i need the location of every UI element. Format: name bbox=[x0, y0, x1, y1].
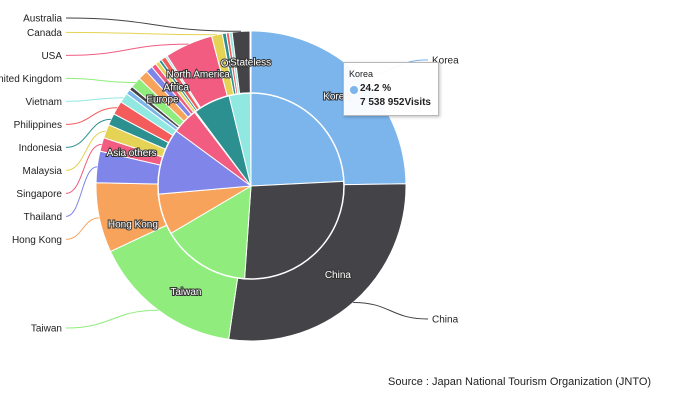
outer-label-usa: USA bbox=[41, 51, 62, 62]
tooltip-percent: 24.2 % bbox=[360, 83, 392, 94]
outer-label-vietnam: Vietnam bbox=[25, 97, 62, 108]
connector-malaysia bbox=[65, 130, 107, 171]
inner-label-asia-others: Asia others bbox=[107, 148, 157, 159]
inner-label-stateless: Stateless bbox=[230, 58, 271, 69]
outer-label-malaysia: Malaysia bbox=[23, 166, 63, 177]
tooltip-series-marker bbox=[350, 86, 358, 94]
outer-label-indonesia: Indonesia bbox=[19, 143, 63, 154]
connector-indonesia bbox=[65, 118, 112, 148]
connector-usa bbox=[65, 43, 189, 56]
connector-australia bbox=[65, 17, 242, 32]
inner-label-china: China bbox=[325, 270, 352, 281]
inner-ring bbox=[157, 92, 345, 280]
inner-label-north-america: North America bbox=[167, 69, 231, 80]
connector-singapore bbox=[65, 143, 102, 194]
connector-canada bbox=[65, 31, 217, 36]
outer-label-united-kingdom: United Kingdom bbox=[0, 74, 62, 85]
inner-slice-stateless[interactable] bbox=[249, 92, 252, 187]
inner-label-taiwan: Taiwan bbox=[170, 287, 201, 298]
inner-label-africa: Africa bbox=[163, 83, 189, 94]
connector-taiwan bbox=[65, 309, 159, 329]
outer-label-australia: Australia bbox=[23, 14, 62, 25]
tooltip-visits: 7 538 952Visits bbox=[360, 97, 431, 108]
outer-label-korea: Korea bbox=[432, 55, 459, 66]
outer-label-philippines: Philippines bbox=[14, 120, 62, 131]
connector-vietnam bbox=[65, 97, 124, 102]
source-note: Source : Japan National Tourism Organiza… bbox=[388, 376, 652, 388]
inner-label-others: Others bbox=[221, 58, 251, 69]
outer-label-hong-kong: Hong Kong bbox=[12, 235, 62, 246]
outer-label-canada: Canada bbox=[27, 28, 62, 39]
chart-tooltip: Korea 24.2 % 7 538 952Visits bbox=[343, 62, 439, 116]
connector-united-kingdom bbox=[65, 77, 136, 83]
ring-separator bbox=[157, 92, 345, 280]
connector-hong-kong bbox=[65, 217, 100, 240]
inner-label-europe: Europe bbox=[146, 95, 179, 106]
outer-label-singapore: Singapore bbox=[16, 189, 62, 200]
connector-china bbox=[353, 302, 429, 320]
outer-label-taiwan: Taiwan bbox=[31, 324, 62, 335]
outer-labels: Korea China Australia Canada USA United Kingd… bbox=[0, 14, 459, 335]
connector-thailand bbox=[65, 166, 98, 217]
tooltip-title: Korea bbox=[349, 69, 374, 79]
outer-label-china: China bbox=[432, 315, 459, 326]
inner-label-hong-kong: Hong Kong bbox=[108, 219, 158, 230]
connector-philippines bbox=[65, 107, 118, 125]
outer-label-thailand: Thailand bbox=[24, 212, 62, 223]
